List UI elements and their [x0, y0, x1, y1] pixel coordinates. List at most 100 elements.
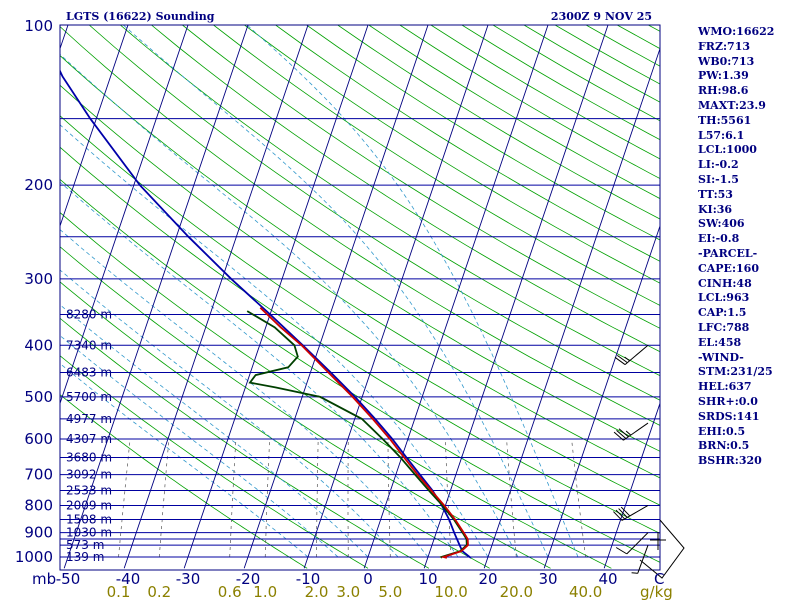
- isotherm-line: [243, 25, 429, 569]
- pressure-label: 800: [24, 496, 53, 514]
- sounding-index-item: WB0:713: [698, 54, 755, 68]
- sounding-index-item: LCL:963: [698, 291, 750, 305]
- temperature-labels: -50 -40 -30 -20 -10 0 10 20 30 40: [56, 570, 618, 588]
- height-label: 2009 m: [66, 498, 112, 512]
- isotherm-line: [603, 401, 660, 569]
- isotherm-line: [303, 25, 489, 569]
- mixing-ratio-tick-label: 2.0: [305, 583, 329, 600]
- dry-adiabat-line: [88, 25, 660, 401]
- sounding-index-item: CINH:48: [698, 276, 752, 290]
- height-label: 8280 m: [66, 307, 112, 321]
- height-label: 5700 m: [66, 390, 112, 404]
- wind-barb: [613, 422, 649, 441]
- pressure-label: 200: [24, 176, 53, 194]
- pressure-unit-label: mb: [32, 570, 56, 588]
- pressure-labels: 100 200 300 400 500 600 700 800 900 1000: [15, 17, 53, 566]
- temperature-tick-label: -10: [296, 570, 321, 588]
- moist-adiabat-line: [60, 181, 459, 558]
- sounding-index-item: BSHR:320: [698, 454, 762, 468]
- wind-barbs: [613, 344, 649, 574]
- sounding-index-item: HEL:637: [698, 380, 752, 394]
- dry-adiabat-line: [182, 25, 660, 329]
- height-label: 3092 m: [66, 468, 112, 482]
- height-label: 573 m: [66, 538, 104, 552]
- profiles-layer: [60, 69, 472, 559]
- wind-barb-flag: [613, 511, 623, 521]
- dry-adiabat-line: [60, 246, 551, 569]
- wind-barb-flag: [613, 431, 624, 441]
- height-label: 3680 m: [66, 450, 112, 464]
- isotherm-line: [60, 25, 129, 228]
- mixing-ratio-tick-label: 1.0: [253, 583, 277, 600]
- mixing-ratio-tick-label: 40.0: [569, 583, 602, 600]
- isotherm-line: [123, 25, 309, 569]
- isotherm-line: [543, 224, 660, 569]
- wind-barb-half-flag: [625, 430, 632, 436]
- sounding-index-item: LCL:1000: [698, 143, 757, 157]
- mixing-ratio-tick-label: 0.1: [107, 583, 131, 600]
- moist-adiabat-line: [60, 362, 309, 558]
- dry-adiabat-line: [244, 25, 660, 284]
- wind-barb-flag: [615, 509, 625, 520]
- sounding-indices: WMO:16622 FRZ:713 WB0:713 PW:1.39 RH:98.6 MAX…: [698, 25, 774, 469]
- sounding-index-item: SHR+:0.0: [698, 394, 758, 408]
- isotherm-line: [63, 25, 249, 569]
- dry-adiabat-line: [60, 394, 308, 569]
- dry-adiabat-line: [60, 317, 430, 569]
- wind-barb-half-flag: [624, 356, 630, 362]
- sounding-index-item: WMO:16622: [698, 25, 775, 38]
- sounding-index-item: TH:5561: [698, 113, 752, 127]
- pressure-label: 1000: [15, 548, 53, 566]
- height-label: 2533 m: [66, 484, 112, 498]
- pressure-label: 700: [24, 466, 53, 484]
- sounding-index-item: BRN:0.5: [698, 439, 750, 453]
- pressure-label: 900: [24, 524, 53, 542]
- hodograph-trace: [639, 519, 685, 579]
- mixing-ratio-labels: 0.1 0.2 0.6 1.0 2.0 3.0 5.0 10.0 20.0 40.0: [107, 583, 603, 600]
- dry-adiabat-line: [151, 25, 660, 353]
- hodograph: [639, 519, 685, 579]
- wind-barb-staff: [626, 532, 649, 555]
- sounding-index-item: SI:-1.5: [698, 172, 739, 186]
- dry-adiabat-line: [275, 25, 660, 262]
- chart-time: 2300Z 9 NOV 25: [551, 10, 652, 23]
- dry-adiabat-line: [120, 25, 660, 377]
- grid-layer: [60, 25, 660, 569]
- sounding-index-item: EI:-0.8: [698, 232, 740, 246]
- wind-barb-staff: [621, 505, 649, 521]
- dry-adiabat-line: [60, 84, 660, 479]
- pressure-label: 300: [24, 270, 53, 288]
- pressure-label: 500: [24, 388, 53, 406]
- dry-adiabat-line: [60, 146, 660, 534]
- wind-barb-flag: [614, 356, 626, 365]
- sounding-index-item: CAPE:160: [698, 261, 759, 275]
- dry-adiabat-line: [60, 115, 660, 506]
- isotherm-line: [60, 25, 189, 405]
- dry-adiabat-line: [60, 26, 660, 426]
- mixing-ratio-tick-label: 0.2: [147, 583, 171, 600]
- wind-barb: [631, 544, 649, 574]
- sounding-index-item: EHI:0.5: [698, 424, 746, 438]
- wind-barb-flag: [618, 428, 629, 438]
- isotherm-line: [363, 25, 549, 569]
- dry-adiabat-line: [60, 281, 490, 569]
- sounding-index-item: RH:98.6: [698, 84, 749, 98]
- dry-adiabat-line: [60, 212, 612, 569]
- dry-adiabat-line: [213, 25, 660, 306]
- isotherm-line: [483, 47, 660, 569]
- pressure-label: 100: [24, 17, 53, 35]
- temperature-unit-label: C: [654, 570, 664, 588]
- wind-barb-flag: [617, 354, 628, 364]
- mixing-ratio-tick-label: 10.0: [434, 583, 467, 600]
- temperature-tick-label: 10: [418, 570, 437, 588]
- wind-barb-flag: [616, 430, 627, 439]
- temperature-tick-label: -40: [116, 570, 141, 588]
- height-label: 1030 m: [66, 526, 112, 540]
- wind-barb: [614, 344, 649, 365]
- temperature-tick-label: -20: [236, 570, 261, 588]
- temperature-tick-label: -50: [56, 570, 81, 588]
- sounding-index-item: LI:-0.2: [698, 158, 739, 172]
- wind-barb: [615, 532, 649, 555]
- sounding-index-item: -WIND-: [698, 350, 744, 364]
